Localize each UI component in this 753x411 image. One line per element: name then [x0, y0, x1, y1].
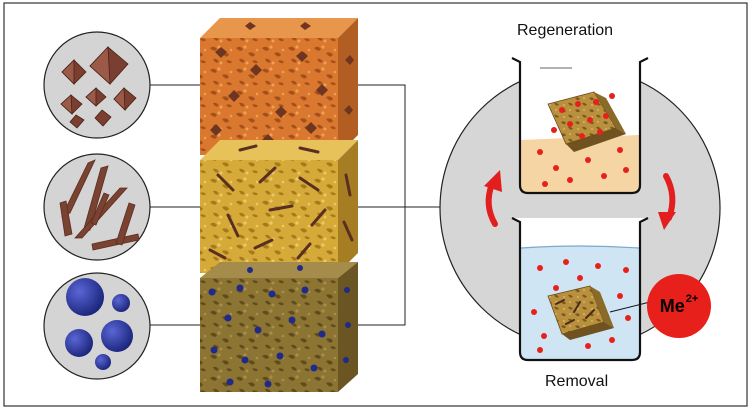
ion-pointer-line: [609, 301, 651, 313]
ion-symbol: Me: [659, 295, 685, 316]
regeneration-beaker: [511, 57, 649, 195]
rod-particles-icon: [43, 153, 151, 261]
sphere-particles-icon: [43, 272, 151, 380]
cube-sphere-composite: [200, 262, 358, 392]
cube-octahedra-composite: [200, 18, 358, 155]
metal-ion-badge: Me 2+: [647, 274, 711, 338]
removal-label: Removal: [545, 373, 609, 390]
connector-lines: [150, 84, 440, 326]
regeneration-label: Regeneration: [517, 22, 614, 39]
cube-rod-composite: [200, 140, 358, 273]
ion-charge: 2+: [685, 293, 699, 305]
removal-beaker: [511, 217, 649, 362]
octahedra-particles-icon: [43, 31, 151, 139]
sponge-cube-removal: [547, 285, 614, 340]
outer-frame: [3, 2, 748, 407]
